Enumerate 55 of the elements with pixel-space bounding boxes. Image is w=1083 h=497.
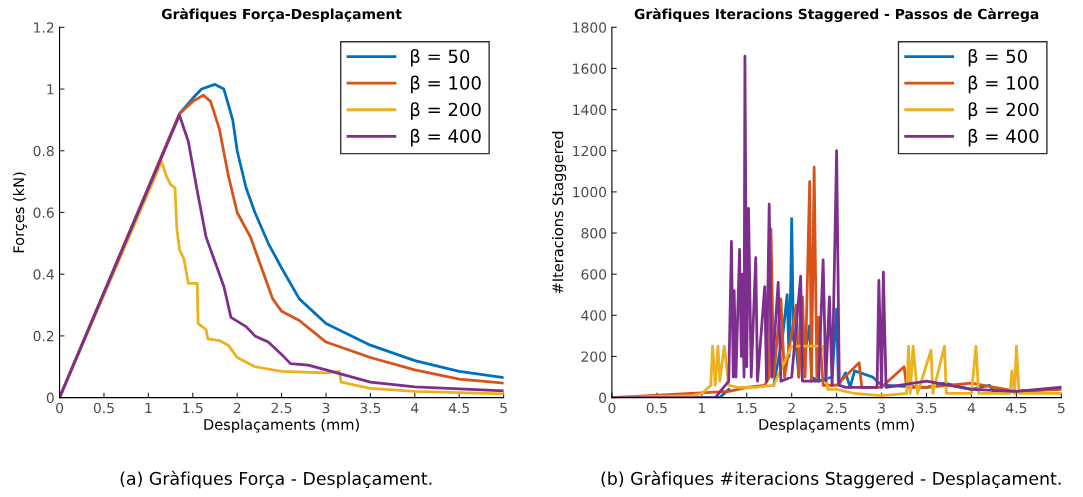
y-axis-title: Forçes (kN) [12,172,27,253]
x-tick-label: 1.5 [183,402,203,414]
x-tick-label: 0 [608,402,616,414]
x-tick-label: 3.5 [360,402,381,414]
y-tick-label: 1600 [573,63,607,74]
x-tick-label: 2.5 [826,402,847,414]
legend-label: β = 100 [411,75,481,94]
x-axis-title: Desplaçaments (mm) [759,418,914,433]
chart-title: Gràfiques Iteracions Staggered - Passos de Càrrega [634,7,1039,22]
x-tick-label: 4 [411,402,419,414]
y-tick-label: 1400 [573,104,607,116]
x-tick-label: 1 [145,402,152,414]
y-axis-title: #Iteracions Staggered [552,131,567,294]
x-tick-label: 1 [698,402,705,414]
y-tick-label: 0.4 [33,269,54,280]
x-tick-label: 3.5 [916,402,937,414]
y-tick-label: 1000 [573,186,607,198]
y-tick-label: 400 [581,310,607,321]
x-tick-label: 1.5 [737,402,757,414]
legend-label: β = 50 [968,49,1027,67]
x-tick-label: 0.5 [93,402,114,414]
y-tick-label: 0 [599,392,607,404]
x-tick-label: 2 [233,402,241,414]
legend-label: β = 400 [411,128,481,147]
x-tick-label: 4.5 [448,402,470,414]
x-tick-label: 5 [500,402,507,414]
y-tick-label: 0.8 [33,145,54,157]
x-tick-label: 2 [788,402,795,414]
x-tick-label: 0.5 [646,402,667,414]
x-tick-label: 5 [1057,402,1065,414]
x-tick-label: 2.5 [271,402,292,414]
x-axis-title: Desplaçaments (mm) [204,418,359,433]
x-tick-label: 3 [878,402,885,414]
y-tick-label: 1.2 [34,22,54,33]
y-tick-label: 0.2 [33,330,54,342]
chart-title: Gràfiques Força-Desplaçament [161,7,402,22]
y-tick-label: 200 [581,351,607,362]
x-tick-label: 3 [322,402,330,414]
x-tick-label: 4.5 [1006,402,1027,414]
y-tick-label: 0.6 [33,207,54,218]
text: (a) Gràfiques Força - Desplaçament. [120,470,432,489]
y-tick-label: 1200 [573,145,607,157]
legend-label: β = 200 [968,102,1039,120]
x-tick-label: 4 [967,402,976,414]
legend-label: β = 100 [968,75,1039,94]
legend-label: β = 400 [968,128,1039,147]
y-tick-label: 800 [581,228,607,239]
y-tick-label: 0 [46,392,54,404]
y-tick-label: 1 [47,84,54,95]
legend-label: β = 200 [411,102,481,120]
x-tick-label: 0 [56,402,64,414]
y-tick-label: 1800 [573,22,607,33]
legend-label: β = 50 [411,49,470,67]
text: (b) Gràfiques #iteracions Staggered - Desplaçament. [601,470,1061,489]
y-tick-label: 600 [581,269,607,280]
